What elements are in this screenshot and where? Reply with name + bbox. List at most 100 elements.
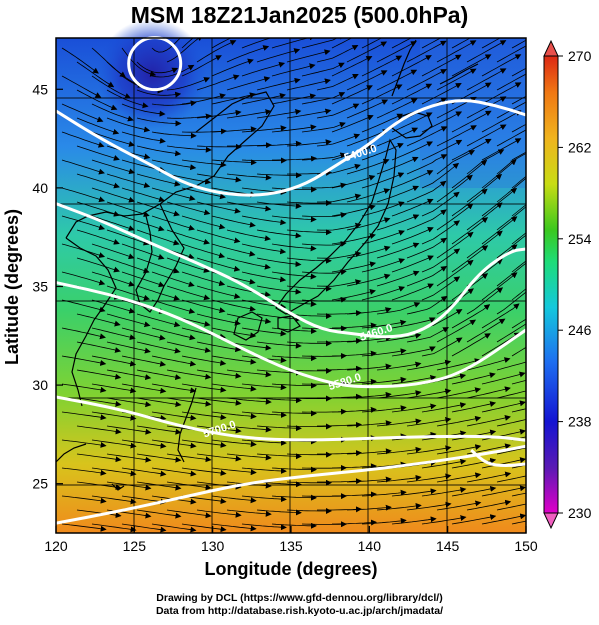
- streamline: [481, 38, 501, 49]
- streamline: [151, 411, 197, 421]
- streamline: [196, 109, 242, 119]
- streamline: [317, 450, 362, 457]
- streamline: [151, 271, 195, 287]
- streamline: [331, 322, 377, 329]
- streamline: [481, 110, 522, 133]
- streamline: [466, 230, 503, 259]
- streamline: [106, 229, 150, 246]
- streamline: [121, 355, 167, 367]
- streamline: [331, 463, 377, 470]
- streamline: [76, 509, 122, 519]
- streamline: [406, 265, 448, 287]
- streamline: [241, 439, 287, 446]
- streamline: [91, 131, 135, 147]
- streamline: [421, 337, 463, 357]
- x-tick-label: 140: [358, 538, 382, 554]
- streamline: [421, 402, 467, 413]
- streamline: [481, 82, 522, 105]
- streamline: [256, 201, 302, 210]
- streamline: [406, 388, 452, 399]
- streamline: [61, 355, 107, 366]
- streamline: [211, 327, 257, 339]
- streamline: [451, 372, 496, 385]
- streamline: [76, 425, 122, 435]
- page-title: MSM 18Z21Jan2025 (500.0hPa): [130, 2, 469, 28]
- streamline: [436, 358, 481, 371]
- streamline: [196, 257, 241, 272]
- streamline: [181, 243, 226, 259]
- streamline: [181, 271, 226, 287]
- height-contour-line: [56, 202, 526, 339]
- streamline: [376, 302, 421, 315]
- streamline: [361, 258, 406, 273]
- streamline: [136, 397, 182, 408]
- streamline: [272, 155, 317, 162]
- streamline: [256, 341, 302, 349]
- colorbar-tick-label: 254: [568, 231, 592, 247]
- streamline: [286, 139, 332, 147]
- streamline: [376, 98, 418, 119]
- streamline: [121, 327, 166, 341]
- streamline: [286, 78, 331, 91]
- y-tick-label: 30: [32, 377, 48, 393]
- streamline: [151, 215, 195, 231]
- streamline: [436, 500, 482, 511]
- streamline: [61, 327, 106, 340]
- streamline: [496, 447, 526, 455]
- streamline: [451, 514, 497, 525]
- streamline: [496, 390, 526, 399]
- streamline: [316, 279, 362, 287]
- streamline: [466, 415, 511, 427]
- streamline: [76, 341, 122, 353]
- streamline: [61, 159, 105, 175]
- colorbar: 230 238 246 254 262 270: [543, 39, 592, 530]
- streamline: [376, 361, 422, 371]
- streamline: [271, 63, 316, 77]
- streamline: [181, 523, 227, 533]
- streamline: [91, 103, 134, 122]
- streamline: [181, 439, 227, 448]
- streamline: [106, 369, 152, 381]
- streamline: [211, 355, 257, 365]
- streamline: [196, 369, 242, 379]
- streamline: [211, 523, 257, 532]
- streamline: [496, 419, 526, 427]
- streamline: [151, 439, 197, 449]
- streamline: [241, 411, 287, 418]
- y-axis-ticks: 25 30 35 40 45: [32, 81, 63, 492]
- streamline: [361, 348, 407, 357]
- streamline: [151, 355, 197, 367]
- streamline: [481, 371, 526, 385]
- streamline: [166, 397, 212, 407]
- streamline: [331, 406, 377, 413]
- streamline: [76, 313, 121, 327]
- streamline: [61, 383, 107, 393]
- streamline: [61, 103, 104, 123]
- streamline: [466, 318, 506, 343]
- streamline: [181, 215, 226, 230]
- streamline: [106, 117, 151, 133]
- x-tick-label: 130: [201, 538, 225, 554]
- streamline: [406, 359, 452, 371]
- streamline: [196, 453, 242, 462]
- streamline: [91, 75, 132, 99]
- streamline: [421, 139, 463, 161]
- streamline: [61, 411, 107, 421]
- streamline: [181, 355, 227, 366]
- streamline: [391, 55, 432, 77]
- streamline: [226, 313, 272, 325]
- x-axis-label: Longitude (degrees): [204, 559, 377, 579]
- streamline: [151, 38, 181, 53]
- streamline: [286, 508, 332, 514]
- streamline: [466, 96, 507, 119]
- streamline: [436, 415, 482, 427]
- streamline: [481, 303, 520, 329]
- streamline: [436, 174, 473, 203]
- streamline: [406, 445, 452, 455]
- streamline: [151, 327, 196, 341]
- streamline: [181, 159, 227, 168]
- streamline: [436, 68, 477, 91]
- streamline: [496, 361, 526, 371]
- x-tick-label: 125: [123, 538, 147, 554]
- streamline: [317, 365, 362, 372]
